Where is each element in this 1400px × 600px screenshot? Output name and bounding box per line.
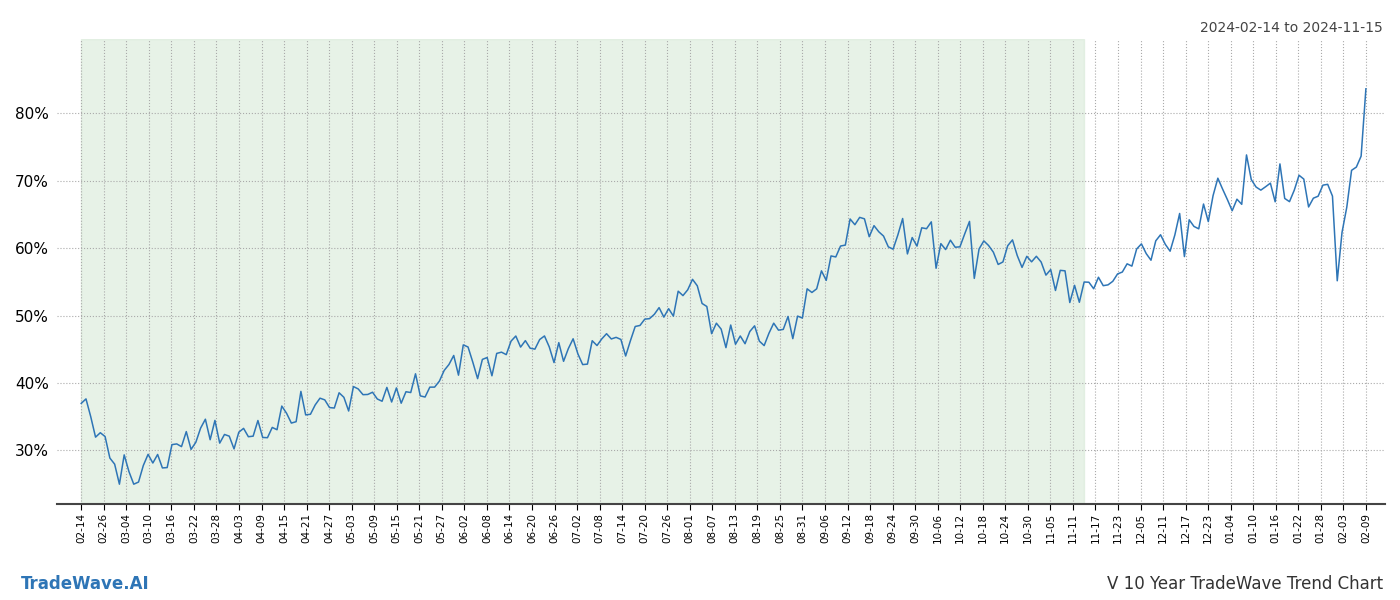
Text: TradeWave.AI: TradeWave.AI bbox=[21, 575, 150, 593]
Bar bbox=[81, 39, 1084, 505]
Text: 2024-02-14 to 2024-11-15: 2024-02-14 to 2024-11-15 bbox=[1200, 21, 1383, 35]
Text: V 10 Year TradeWave Trend Chart: V 10 Year TradeWave Trend Chart bbox=[1107, 575, 1383, 593]
